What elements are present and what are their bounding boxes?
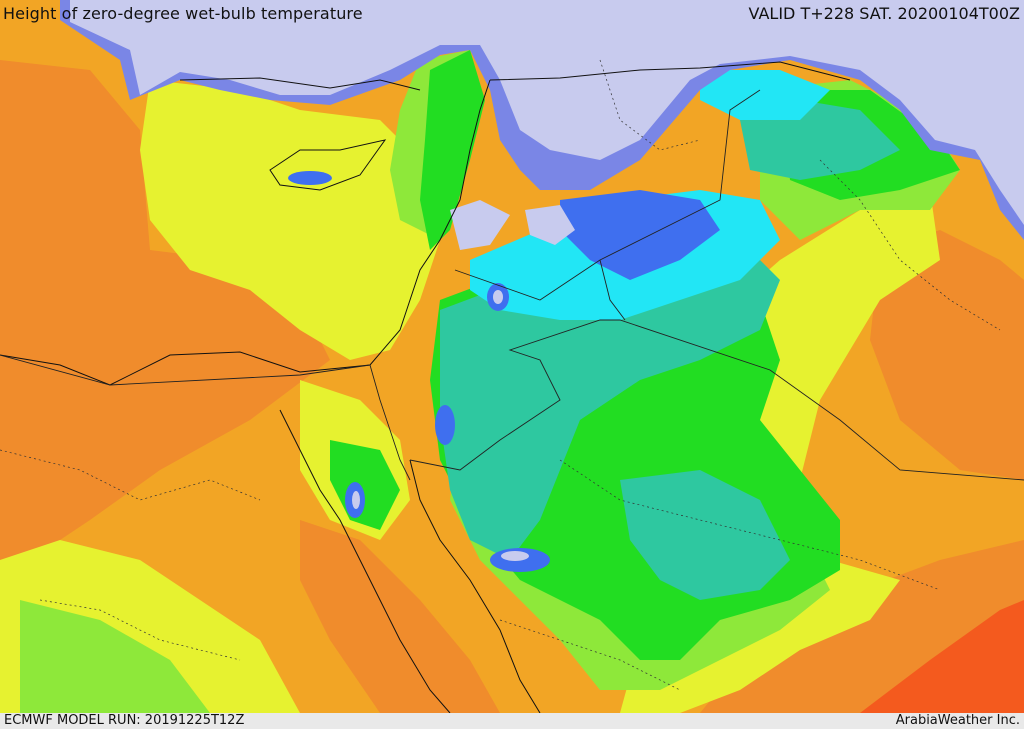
snow-spot-saudi [501, 551, 529, 561]
admin-borders [0, 59, 1001, 691]
snow-patch-iraq [525, 205, 575, 245]
footer-bar [0, 713, 1024, 729]
weather-map [0, 0, 1024, 713]
snow-patch-levant [450, 200, 510, 250]
model-run-label: ECMWF MODEL RUN: 20191225T12Z [4, 713, 245, 728]
orange-patch-west [0, 60, 330, 560]
blue-spot-cyprus [288, 171, 332, 185]
map-title: Height of zero-degree wet-bulb temperatu… [3, 4, 363, 23]
snow-spot-jordan [493, 290, 503, 304]
blue-zone-iraq [560, 190, 720, 280]
yellow-zone-egypt-north [140, 80, 440, 360]
green-zone-north-levant [420, 50, 485, 250]
orange-patch-east [870, 230, 1024, 480]
credit-label: ArabiaWeather Inc. [895, 713, 1020, 728]
blue-spot-4 [435, 405, 455, 445]
orange-patch-red-sea-west [300, 520, 500, 713]
valid-time-label: VALID T+228 SAT. 20200104T00Z [748, 4, 1020, 23]
cyan-zone-north [700, 70, 830, 120]
snow-spot-sinai [352, 491, 360, 509]
light-green-zone-sw [20, 600, 210, 713]
red-orange-patch [860, 600, 1024, 713]
coastlines [0, 61, 851, 713]
teal-zone-south [620, 470, 790, 600]
snow-zone-north [70, 0, 1024, 225]
teal-zone-jordan [440, 240, 780, 560]
political-borders [0, 89, 1024, 481]
